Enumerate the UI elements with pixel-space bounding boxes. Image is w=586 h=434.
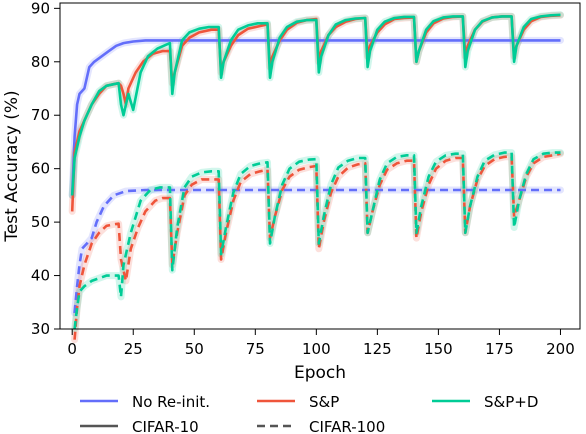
x-tick-label: 75 — [246, 340, 265, 358]
x-axis: 0 25 50 75 100 125 150 175 200 — [67, 329, 575, 358]
x-tick-label: 0 — [67, 340, 77, 358]
x-tick-label: 200 — [546, 340, 575, 358]
y-tick-label: 90 — [31, 0, 50, 17]
x-tick-label: 125 — [363, 340, 392, 358]
x-tick-label: 150 — [424, 340, 453, 358]
y-tick-label: 30 — [31, 320, 50, 338]
x-tick-label: 50 — [185, 340, 204, 358]
y-tick-label: 60 — [31, 160, 50, 178]
x-tick-label: 175 — [485, 340, 514, 358]
plot-frame — [59, 2, 581, 330]
legend-cifar-10-label: CIFAR-10 — [132, 418, 199, 434]
line-s-p-d-cifar-100 — [73, 151, 561, 330]
legend-cifar-100-label: CIFAR-100 — [309, 418, 385, 434]
series-lines — [70, 13, 561, 340]
y-tick-label: 70 — [31, 106, 50, 124]
line-s-p-d-cifar-10 — [70, 13, 561, 196]
y-tick-label: 40 — [31, 267, 50, 285]
y-axis: 30 40 50 60 70 80 90 — [31, 0, 60, 338]
y-tick-label: 80 — [31, 53, 50, 71]
legend-s-p-label: S&P — [309, 393, 339, 411]
line-no-re-init-cifar-100 — [73, 188, 561, 314]
line-no-re-init-cifar-10 — [70, 39, 561, 196]
x-tick-label: 25 — [124, 340, 143, 358]
x-axis-label: Epoch — [294, 363, 346, 383]
y-axis-label: Test Accuracy (%) — [2, 90, 22, 242]
legend-s-p-d-label: S&P+D — [484, 393, 538, 411]
y-tick-label: 50 — [31, 213, 50, 231]
x-tick-label: 100 — [302, 340, 331, 358]
legend-no-re-init-label: No Re-init. — [132, 393, 210, 411]
legend: No Re-init. S&P S&P+D CIFAR-10 CIFAR-100 — [80, 393, 538, 434]
